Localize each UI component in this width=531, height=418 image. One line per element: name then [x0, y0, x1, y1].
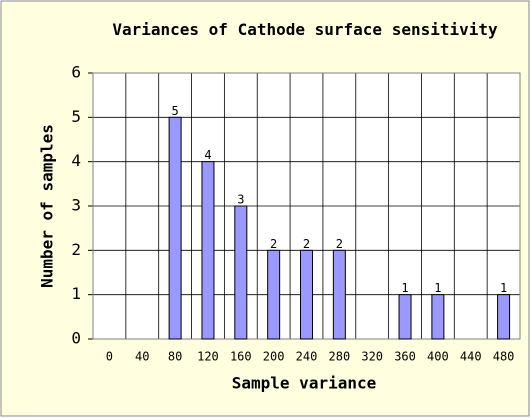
y-tick-label: 1 [71, 284, 81, 303]
x-tick-label: 200 [263, 350, 285, 364]
x-tick-label: 40 [135, 350, 149, 364]
data-label: 3 [237, 193, 244, 207]
data-label: 1 [401, 281, 408, 295]
y-tick-label: 4 [71, 151, 81, 170]
bar [267, 249, 281, 340]
y-tick-label: 6 [71, 63, 81, 82]
data-label: 1 [434, 281, 441, 295]
chart-title: Variances of Cathode surface sensitivity [112, 20, 498, 39]
y-tick-label: 0 [71, 329, 81, 348]
data-label: 2 [336, 237, 343, 251]
data-label: 1 [500, 281, 507, 295]
bar [168, 116, 182, 340]
x-tick-label: 280 [329, 350, 351, 364]
data-label: 5 [171, 104, 178, 118]
x-tick-label: 0 [106, 350, 113, 364]
bar [431, 294, 445, 340]
bar [201, 161, 215, 340]
x-tick-label: 400 [427, 350, 449, 364]
x-tick-label: 480 [493, 350, 515, 364]
x-tick-label: 80 [168, 350, 182, 364]
x-axis-label: Sample variance [232, 374, 377, 393]
bar [497, 294, 511, 340]
x-tick-label: 360 [394, 350, 416, 364]
bar [300, 249, 313, 340]
y-tick-label: 5 [71, 107, 81, 126]
y-tick-label: 3 [71, 196, 81, 215]
x-tick-label: 240 [296, 350, 318, 364]
bar [234, 205, 248, 340]
x-tick-label: 120 [197, 350, 219, 364]
x-tick-label: 160 [230, 350, 252, 364]
y-axis-label: Number of samples [38, 124, 57, 288]
bar [332, 249, 346, 340]
data-label: 2 [303, 237, 310, 251]
x-tick-label: 320 [361, 350, 383, 364]
data-label: 4 [204, 148, 211, 162]
x-tick-label: 440 [460, 350, 482, 364]
y-tick-label: 2 [71, 240, 81, 259]
bar [398, 294, 412, 340]
data-label: 2 [270, 237, 277, 251]
